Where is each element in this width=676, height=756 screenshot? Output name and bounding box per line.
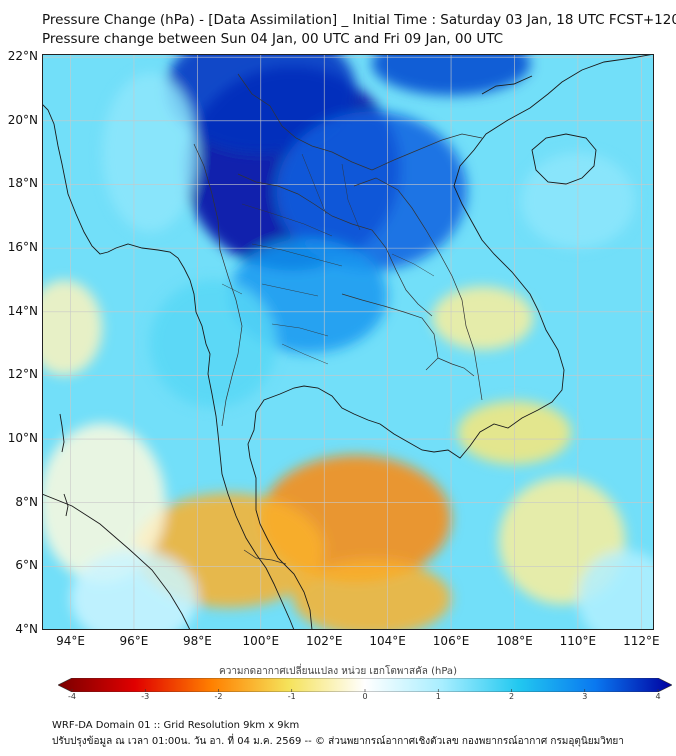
longitude-tick-label: 108°E	[496, 634, 533, 648]
cambodia-vietnam-border	[437, 357, 475, 377]
colorbar-tick-label: 1	[435, 692, 441, 701]
colorbar-tick-label: 0	[362, 692, 368, 701]
latitude-tick-label: 22°N	[7, 49, 38, 64]
field-anomaly	[102, 73, 198, 233]
field-anomaly	[292, 560, 452, 630]
longitude-tick-label: 96°E	[119, 634, 149, 648]
provincial-boundaries	[221, 153, 435, 365]
field-anomaly	[42, 279, 103, 376]
latitude-tick-label: 10°N	[7, 431, 38, 446]
latitude-tick-label: 14°N	[7, 303, 38, 318]
thai-malaysia-border	[243, 549, 287, 565]
longitude-tick-label: 106°E	[432, 634, 470, 648]
latitude-tick-label: 18°N	[7, 176, 38, 191]
andaman-islands	[59, 413, 69, 517]
peninsula-east-coast	[247, 54, 654, 630]
mainland-coastline	[42, 103, 295, 630]
china-coast-detail	[481, 75, 533, 95]
latitude-tick-label: 12°N	[7, 367, 38, 382]
country-borders	[193, 73, 483, 565]
chart-title: Pressure Change (hPa) - [Data Assimilati…	[42, 12, 676, 28]
pressure-change-map	[42, 54, 654, 630]
latitude-tick-label: 8°N	[15, 494, 38, 509]
field-anomaly	[577, 550, 654, 630]
colorbar-tick-label: 4	[655, 692, 661, 701]
footer-model-info: WRF-DA Domain 01 :: Grid Resolution 9km …	[52, 720, 300, 731]
chart-subtitle: Pressure change between Sun 04 Jan, 00 U…	[42, 31, 504, 47]
colorbar-body	[58, 678, 672, 692]
latitude-tick-label: 16°N	[7, 240, 38, 255]
vietnam-china-border	[371, 133, 483, 171]
myanmar-china-border	[237, 73, 373, 171]
longitude-tick-label: 100°E	[242, 634, 280, 648]
field-anomaly	[149, 279, 277, 408]
field-anomaly	[432, 286, 534, 350]
colorbar-tick-label: -3	[141, 692, 150, 701]
latitude-tick-label: 4°N	[15, 622, 38, 636]
longitude-tick-label: 104°E	[369, 634, 406, 648]
longitude-tick-label: 112°E	[623, 634, 660, 648]
colorbar-tick-label: 3	[582, 692, 588, 701]
longitude-tick-label: 98°E	[182, 634, 212, 648]
map-border	[42, 54, 654, 630]
colorbar	[58, 678, 672, 692]
hainan-island	[531, 133, 597, 185]
colorbar-label: ความกดอากาศเปลี่ยนแปลง หน่วย เฮกโตพาสคัล…	[219, 666, 457, 677]
thai-laos-border	[237, 173, 433, 317]
graticule	[42, 54, 654, 630]
colorbar-tick-label: -1	[287, 692, 296, 701]
latitude-tick-label: 20°N	[7, 112, 38, 127]
laos-vietnam-border	[353, 177, 483, 401]
coastlines	[42, 54, 654, 630]
longitude-tick-label: 110°E	[559, 634, 597, 648]
footer-update-info: ปรับปรุงข้อมูล ณ เวลา 01:00น. วัน อา. ที…	[52, 736, 624, 747]
thai-myanmar-border	[193, 143, 243, 427]
colorbar-tick-label: -4	[68, 692, 76, 701]
latitude-tick-label: 6°N	[15, 558, 38, 573]
longitude-tick-label: 102°E	[305, 634, 343, 648]
colorbar-tick-label: 2	[508, 692, 515, 701]
longitude-tick-label: 94°E	[56, 634, 85, 648]
thai-cambodia-border	[341, 293, 439, 371]
colorbar-tick-label: -2	[214, 692, 223, 701]
sumatra-coast	[42, 493, 191, 630]
